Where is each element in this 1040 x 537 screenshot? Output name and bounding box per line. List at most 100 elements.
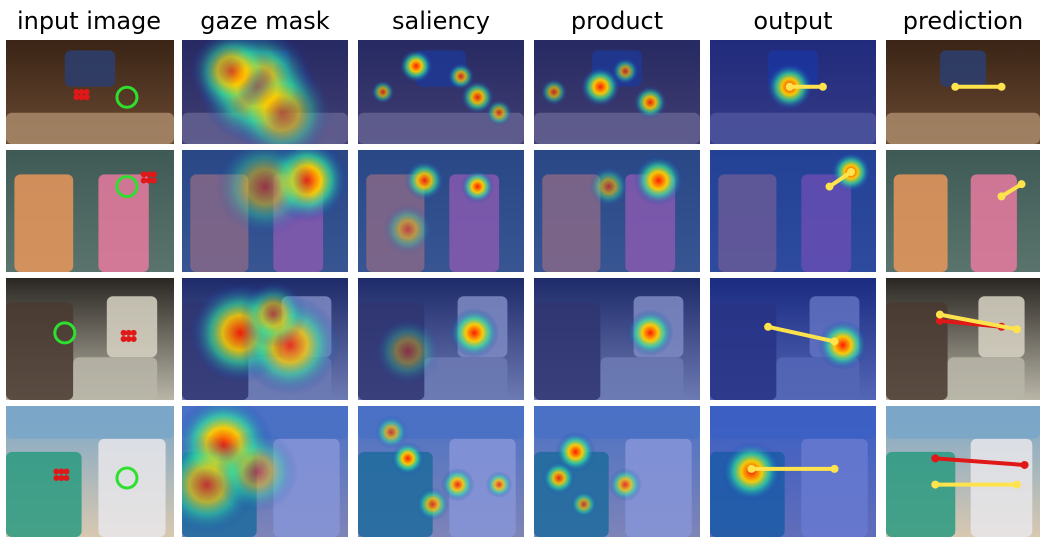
- scene-region: [886, 112, 1040, 144]
- panel-saliency: [358, 406, 524, 537]
- gaze-target-dot: [78, 94, 85, 101]
- head-position-circle: [115, 85, 139, 109]
- panel-output: [710, 278, 876, 400]
- scene-region: [625, 438, 692, 537]
- gaze-target-dot: [83, 89, 90, 95]
- panel-saliency: [358, 40, 524, 144]
- scene-region: [64, 50, 116, 87]
- scene-region: [542, 174, 601, 272]
- cell-product-chalkboard: [534, 150, 700, 272]
- heatmap-hotspot: [540, 78, 568, 106]
- heatmap-hotspot: [626, 309, 674, 357]
- cell-input-market-stall: [6, 406, 174, 537]
- panel-prediction: [886, 278, 1040, 400]
- predicted-gaze-line-end: [830, 337, 839, 346]
- scene-region: [14, 174, 74, 272]
- scene-region: [970, 174, 1017, 272]
- scene-region: [534, 406, 700, 439]
- cell-output-market-stall: [710, 406, 876, 537]
- gaze-target-dot: [140, 171, 147, 178]
- gaze-target-dot: [63, 468, 70, 475]
- scene-region: [939, 50, 987, 87]
- heatmap-hotspot: [215, 430, 299, 513]
- panel-saliency: [358, 278, 524, 400]
- panel-gaze: [182, 40, 348, 144]
- cell-gaze-computer-lab: [182, 278, 348, 400]
- head-position-circle: [53, 321, 77, 345]
- gaze-target-dot: [130, 336, 137, 342]
- heatmap-hotspot: [399, 49, 433, 83]
- cell-saliency-chalkboard: [358, 150, 524, 272]
- gaze-target-dot: [78, 89, 85, 95]
- cell-product-computer-lab: [534, 278, 700, 400]
- heatmap-hotspot: [542, 461, 576, 495]
- gaze-target-dot: [125, 336, 132, 342]
- scene-region: [6, 406, 174, 439]
- predicted-gaze-line-start: [951, 82, 960, 91]
- ground-truth-gaze-line-start: [935, 316, 944, 325]
- heatmap-hotspot: [612, 57, 639, 85]
- heatmap-hotspot: [447, 63, 475, 90]
- scene-region: [6, 302, 74, 400]
- heatmap-hotspot: [460, 80, 495, 114]
- scene-region: [73, 357, 158, 400]
- heatmap-hotspot: [416, 487, 450, 521]
- panel-saliency: [358, 150, 524, 272]
- panel-input: [6, 278, 174, 400]
- heatmap-hotspot: [555, 431, 596, 472]
- predicted-gaze-line-start: [1017, 180, 1026, 189]
- header-input-image: input image: [16, 7, 162, 35]
- predicted-gaze-line-end: [830, 464, 839, 473]
- cell-prediction-kitchen-window: [886, 40, 1040, 144]
- panel-product: [534, 40, 700, 144]
- head-position-circle: [115, 466, 139, 490]
- gaze-target-dot: [145, 171, 152, 178]
- panel-prediction: [886, 406, 1040, 537]
- heatmap-hotspot: [404, 160, 445, 201]
- predicted-gaze-line-end: [1012, 325, 1021, 334]
- gaze-target-dot: [73, 94, 80, 101]
- gaze-target-dot: [58, 475, 65, 482]
- heatmap-hotspot: [485, 471, 513, 498]
- gaze-target-dot: [53, 475, 60, 482]
- scene-region: [893, 174, 948, 272]
- header-saliency: saliency: [392, 7, 490, 35]
- cell-gaze-chalkboard: [182, 150, 348, 272]
- panel-input: [6, 40, 174, 144]
- heatmap-hotspot: [580, 66, 621, 107]
- panel-output: [710, 40, 876, 144]
- panel-output: [710, 150, 876, 272]
- cell-gaze-market-stall: [182, 406, 348, 537]
- panel-gaze: [182, 278, 348, 400]
- scene-region: [534, 302, 601, 400]
- gaze-target-dot: [120, 336, 127, 342]
- cell-prediction-market-stall: [886, 406, 1040, 537]
- predicted-gaze-line-end: [1012, 480, 1021, 489]
- panel-input: [6, 406, 174, 537]
- scene-region: [449, 438, 516, 537]
- gaze-target-dot: [150, 171, 157, 178]
- heatmap-hotspot: [817, 320, 868, 370]
- heatmap-hotspot: [374, 415, 408, 449]
- cell-output-kitchen-window: [710, 40, 876, 144]
- heatmap-hotspot: [608, 468, 642, 502]
- predicted-gaze-line-end: [825, 182, 834, 191]
- scene-region: [970, 438, 1033, 537]
- heatmap-hotspot: [231, 63, 332, 144]
- cell-prediction-chalkboard: [886, 150, 1040, 272]
- heatmap-hotspot: [215, 150, 315, 237]
- cell-saliency-kitchen-window: [358, 40, 524, 144]
- cell-gaze-kitchen-window: [182, 40, 348, 144]
- heatmap-hotspot: [570, 490, 598, 518]
- gaze-target-dot: [130, 329, 137, 336]
- predicted-gaze-line-start: [931, 480, 940, 489]
- cell-product-kitchen-window: [534, 40, 700, 144]
- scene-region: [534, 112, 700, 144]
- head-position-circle: [115, 175, 139, 199]
- heatmap-hotspot: [391, 441, 425, 475]
- heatmap-hotspot: [382, 204, 433, 255]
- panel-gaze: [182, 150, 348, 272]
- panel-prediction: [886, 150, 1040, 272]
- heatmap-base: [534, 278, 700, 400]
- cell-input-chalkboard: [6, 150, 174, 272]
